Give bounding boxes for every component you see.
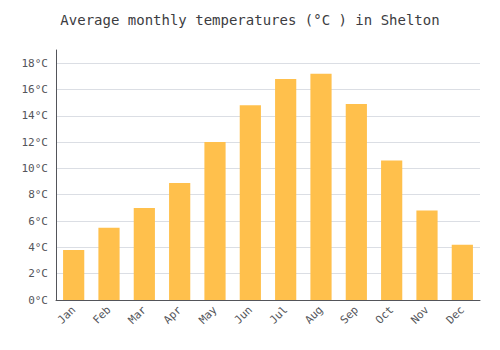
svg-text:Apr: Apr	[161, 303, 184, 326]
svg-text:12°C: 12°C	[22, 136, 49, 149]
svg-text:2°C: 2°C	[28, 267, 48, 280]
svg-text:18°C: 18°C	[22, 57, 49, 70]
svg-text:Jun: Jun	[232, 303, 255, 326]
svg-text:Average monthly temperatures (: Average monthly temperatures (°C ) in Sh…	[60, 12, 439, 28]
svg-text:Nov: Nov	[408, 303, 431, 326]
svg-text:Jan: Jan	[55, 303, 78, 326]
svg-text:6°C: 6°C	[28, 215, 48, 228]
svg-text:Sep: Sep	[338, 303, 361, 326]
svg-text:May: May	[196, 303, 219, 326]
svg-text:10°C: 10°C	[22, 162, 49, 175]
svg-text:Jul: Jul	[267, 303, 290, 326]
svg-text:14°C: 14°C	[22, 109, 49, 122]
svg-text:16°C: 16°C	[22, 83, 49, 96]
svg-text:4°C: 4°C	[28, 241, 48, 254]
svg-text:Dec: Dec	[444, 303, 467, 326]
svg-text:Mar: Mar	[126, 303, 149, 326]
svg-text:Oct: Oct	[373, 303, 396, 326]
svg-text:Feb: Feb	[90, 303, 113, 326]
svg-text:0°C: 0°C	[28, 294, 48, 307]
svg-text:8°C: 8°C	[28, 188, 48, 201]
svg-text:Aug: Aug	[302, 303, 325, 326]
